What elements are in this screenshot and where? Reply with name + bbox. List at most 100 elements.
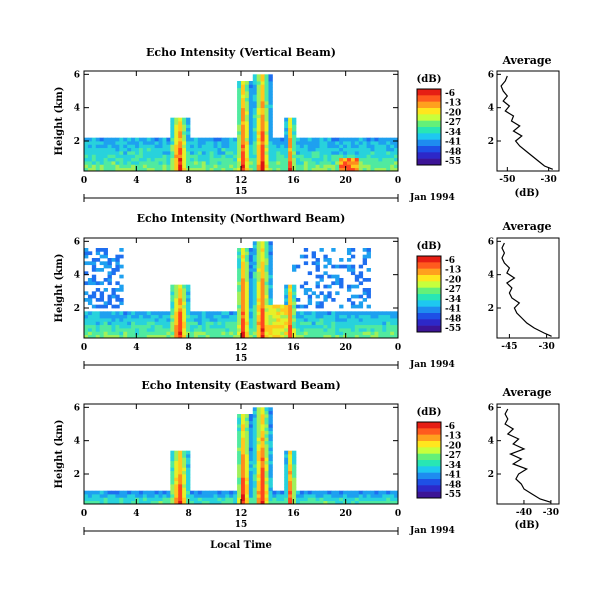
- heatmap-cell: [201, 144, 207, 149]
- heatmap-cell: [354, 328, 360, 332]
- heatmap-cell: [146, 497, 152, 502]
- heatmap-cell: [374, 318, 379, 322]
- heatmap-cell: [241, 284, 246, 289]
- heatmap-cell: [99, 304, 105, 309]
- heatmap-cell: [170, 308, 175, 312]
- heatmap-cell: [354, 167, 360, 171]
- colorbar-tick-label: -13: [445, 99, 461, 109]
- heatmap-cell: [311, 164, 316, 169]
- colorbar-bin: [417, 256, 441, 263]
- heatmap-cell: [295, 167, 301, 171]
- heatmap-cell: [244, 298, 250, 302]
- heatmap-cell: [213, 151, 218, 155]
- heatmap-cell: [350, 490, 356, 495]
- heatmap-cell: [182, 311, 187, 316]
- heatmap-cell: [103, 318, 108, 322]
- heatmap-cell: [217, 321, 222, 326]
- heatmap-cell: [209, 331, 214, 336]
- heatmap-cell: [189, 334, 195, 338]
- heatmap-cell: [339, 281, 344, 286]
- heatmap-cell: [268, 497, 273, 502]
- heatmap-cell: [276, 164, 281, 169]
- heatmap-cell: [244, 291, 250, 296]
- heatmap-cell: [237, 474, 242, 478]
- heatmap-cell: [288, 164, 293, 169]
- heatmap-cell: [123, 311, 128, 316]
- heatmap-cell: [150, 157, 156, 162]
- heatmap-cell: [252, 477, 258, 482]
- heatmap-cell: [244, 484, 250, 488]
- heatmap-cell: [201, 321, 207, 326]
- heatmap-cell: [252, 420, 258, 425]
- heatmap-cell: [264, 84, 269, 89]
- heatmap-cell: [248, 274, 254, 279]
- heatmap-cell: [370, 331, 375, 336]
- heatmap-cell: [303, 288, 309, 292]
- heatmap-cell: [248, 264, 254, 269]
- heatmap-cell: [209, 314, 214, 319]
- heatmap-cell: [319, 500, 324, 504]
- heatmap-cell: [91, 161, 97, 165]
- heatmap-cell: [182, 134, 187, 139]
- heatmap-cell: [248, 480, 254, 485]
- heatmap-cell: [154, 151, 159, 155]
- heatmap-cell: [303, 261, 309, 266]
- heatmap-cell: [237, 324, 242, 329]
- heatmap-cell: [221, 334, 226, 338]
- heatmap-cell: [264, 284, 269, 289]
- heatmap-cell: [390, 494, 395, 498]
- heatmap-cell: [213, 164, 218, 169]
- heatmap-cell: [303, 314, 309, 319]
- heatmap-cell: [103, 154, 108, 159]
- heatmap-cell: [366, 497, 371, 502]
- heatmap-cell: [303, 248, 309, 252]
- heatmap-cell: [390, 151, 395, 155]
- heatmap-cell: [288, 500, 293, 504]
- heatmap-cell: [237, 274, 242, 279]
- heatmap-cell: [229, 141, 234, 145]
- heatmap-cell: [138, 147, 144, 152]
- heatmap-cell: [248, 414, 254, 418]
- heatmap-cell: [323, 494, 328, 498]
- heatmap-cell: [146, 164, 152, 169]
- colorbar-bin: [417, 466, 441, 473]
- colorbar: (dB) -6-13-20-27-34-41-48-55: [416, 241, 461, 334]
- heatmap-cell: [217, 141, 222, 145]
- heatmap-cell: [252, 254, 258, 259]
- heatmap-cell: [244, 474, 250, 478]
- heatmap-cell: [264, 164, 269, 169]
- heatmap-cell: [237, 261, 242, 266]
- heatmap-cell: [178, 457, 183, 462]
- colorbar-bin: [417, 158, 441, 166]
- heatmap-cell: [241, 101, 246, 105]
- heatmap-cell: [99, 144, 105, 149]
- colorbar-bin: [417, 108, 441, 115]
- heatmap-cell: [268, 318, 273, 322]
- heatmap-cell: [95, 154, 101, 159]
- heatmap-cell: [119, 248, 124, 252]
- heatmap-cell: [127, 490, 132, 495]
- heatmap-cell: [87, 494, 93, 498]
- heatmap-cell: [288, 328, 293, 332]
- heatmap-cell: [127, 331, 132, 336]
- heatmap-cell: [182, 131, 187, 135]
- heatmap-cell: [260, 254, 265, 259]
- heatmap-cell: [237, 284, 242, 289]
- heatmap-cell: [174, 497, 179, 502]
- heatmap-cell: [260, 440, 265, 445]
- heatmap-cell: [354, 274, 360, 279]
- heatmap-cell: [319, 151, 324, 155]
- heatmap-cell: [335, 147, 340, 152]
- heatmap-cell: [292, 161, 297, 165]
- heatmap-cell: [178, 331, 183, 336]
- heatmap-cell: [390, 314, 395, 319]
- heatmap-cell: [84, 147, 89, 152]
- heatmap-cell: [284, 311, 289, 316]
- heatmap-cell: [276, 308, 281, 312]
- heatmap-cell: [146, 144, 152, 149]
- heatmap-cell: [252, 151, 258, 155]
- heatmap-cell: [221, 161, 226, 165]
- heatmap-cell: [115, 334, 120, 338]
- heatmap-cell: [138, 500, 144, 504]
- heatmap-cell: [339, 284, 344, 289]
